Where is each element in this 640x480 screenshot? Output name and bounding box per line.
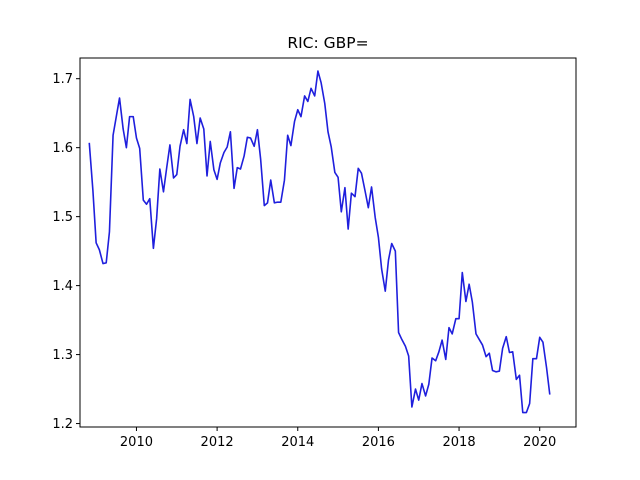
axes-frame <box>79 57 577 428</box>
y-axis: 1.2 1.3 1.4 1.5 1.6 1.7 <box>52 72 80 432</box>
x-tick-label: 2010 <box>120 435 153 450</box>
x-axis: 2010 2012 2014 2016 2018 2020 <box>120 427 556 450</box>
x-tick-label: 2018 <box>443 435 476 450</box>
x-tick-label: 2016 <box>362 435 395 450</box>
y-tick-label: 1.3 <box>52 348 73 363</box>
plot-area <box>88 70 551 414</box>
y-tick-label: 1.2 <box>52 417 73 432</box>
x-tick-label: 2012 <box>201 435 234 450</box>
y-tick-label: 1.4 <box>52 279 73 294</box>
x-tick-label: 2014 <box>281 435 314 450</box>
series-line-0 <box>88 70 551 414</box>
chart-title: RIC: GBP= <box>287 34 368 52</box>
x-tick-label: 2020 <box>523 435 556 450</box>
y-tick-label: 1.6 <box>52 141 73 156</box>
y-tick-label: 1.7 <box>52 72 73 87</box>
y-tick-label: 1.5 <box>52 210 73 225</box>
